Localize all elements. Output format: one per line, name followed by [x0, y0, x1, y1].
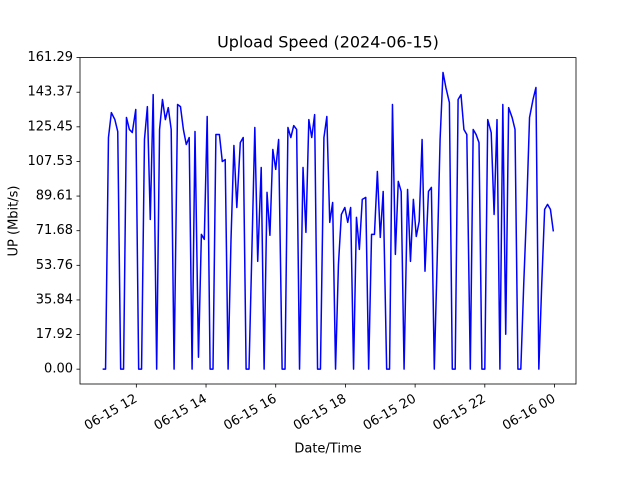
y-tick-label: 161.29 — [28, 50, 74, 65]
y-tick-label: 71.68 — [36, 223, 73, 238]
y-tick-label: 107.53 — [28, 154, 74, 169]
x-tick-label: 06-15 22 — [430, 392, 488, 434]
y-tick-label: 0.00 — [44, 362, 73, 377]
x-tick-label: 06-16 00 — [500, 392, 558, 434]
y-axis-label: UP (Mbit/s) — [7, 186, 22, 257]
y-tick-label: 17.92 — [36, 327, 73, 342]
y-tick-label: 35.84 — [36, 292, 73, 307]
x-axis-label: Date/Time — [294, 442, 361, 457]
x-tick-label: 06-15 18 — [291, 392, 349, 434]
y-tick-label: 89.61 — [36, 189, 73, 204]
y-tick-label: 53.76 — [36, 258, 73, 273]
chart-title: Upload Speed (2024-06-15) — [217, 33, 439, 52]
y-tick-label: 143.37 — [28, 85, 74, 100]
y-tick-label: 125.45 — [28, 119, 74, 134]
data-line — [102, 71, 555, 370]
x-tick-label: 06-15 16 — [221, 392, 279, 434]
x-tick-label: 06-15 12 — [82, 392, 140, 434]
plot-frame — [79, 57, 577, 385]
x-tick-label: 06-15 14 — [152, 392, 210, 434]
x-tick-label: 06-15 20 — [361, 392, 419, 434]
